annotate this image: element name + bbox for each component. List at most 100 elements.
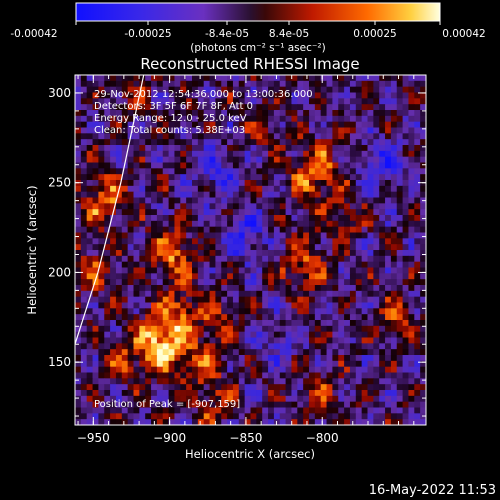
heatmap-cell	[297, 390, 304, 397]
heatmap-cell	[250, 337, 257, 344]
heatmap-cell	[291, 220, 298, 228]
heatmap-cell	[390, 215, 398, 222]
heatmap-cell	[180, 226, 187, 233]
heatmap-cell	[250, 98, 257, 105]
heatmap-cell	[256, 273, 263, 280]
heatmap-cell	[145, 250, 152, 257]
heatmap-cell	[355, 279, 363, 286]
heatmap-cell	[110, 104, 117, 111]
heatmap-cell	[332, 238, 339, 245]
heatmap-cell	[402, 203, 409, 210]
heatmap-cell	[145, 378, 152, 385]
heatmap-cell	[338, 244, 345, 251]
heatmap-cell	[291, 145, 298, 152]
heatmap-cell	[297, 150, 304, 158]
heatmap-cell	[156, 162, 164, 169]
heatmap-cell	[115, 407, 123, 414]
heatmap-cell	[186, 360, 193, 368]
heatmap-cell	[86, 215, 93, 222]
heatmap-cell	[256, 279, 263, 286]
heatmap-cell	[75, 360, 82, 368]
heatmap-cell	[203, 390, 210, 397]
heatmap-cell	[156, 203, 164, 210]
heatmap-cell	[232, 238, 240, 245]
heatmap-cell	[250, 174, 257, 181]
heatmap-cell	[180, 395, 187, 403]
heatmap-cell	[162, 191, 169, 198]
heatmap-cell	[86, 86, 93, 93]
heatmap-cell	[162, 110, 169, 117]
heatmap-cell	[215, 401, 222, 408]
heatmap-cell	[139, 174, 146, 181]
heatmap-cell	[273, 203, 281, 210]
heatmap-cell	[227, 244, 234, 251]
heatmap-cell	[133, 308, 140, 315]
heatmap-cell	[168, 215, 175, 222]
heatmap-cell	[279, 290, 286, 298]
heatmap-cell	[309, 80, 316, 88]
heatmap-cell	[361, 325, 368, 333]
heatmap-cell	[244, 337, 251, 344]
heatmap-cell	[361, 238, 368, 245]
heatmap-cell	[344, 104, 351, 111]
heatmap-cell	[162, 255, 169, 263]
heatmap-cell	[262, 238, 269, 245]
heatmap-cell	[367, 104, 374, 111]
heatmap-cell	[104, 150, 111, 158]
heatmap-cell	[262, 156, 269, 163]
heatmap-cell	[396, 162, 403, 169]
heatmap-cell	[127, 215, 134, 222]
heatmap-cell	[344, 150, 351, 158]
heatmap-cell	[420, 401, 426, 408]
heatmap-cell	[238, 331, 246, 338]
heatmap-cell	[309, 302, 316, 309]
heatmap-cell	[250, 203, 257, 210]
heatmap-cell	[344, 355, 351, 362]
heatmap-cell	[168, 185, 175, 193]
heatmap-cell	[338, 156, 345, 163]
heatmap-cell	[186, 226, 193, 233]
heatmap-cell	[197, 337, 205, 344]
heatmap-cell	[104, 285, 111, 292]
heatmap-cell	[355, 395, 363, 403]
heatmap-cell	[273, 390, 281, 397]
heatmap-cell	[221, 355, 228, 362]
heatmap-cell	[344, 191, 351, 198]
heatmap-cell	[110, 98, 117, 105]
heatmap-cell	[174, 401, 181, 408]
heatmap-cell	[262, 343, 269, 350]
heatmap-cell	[162, 355, 169, 362]
heatmap-cell	[75, 407, 82, 414]
heatmap-cell	[326, 226, 333, 233]
heatmap-cell	[86, 145, 93, 152]
heatmap-cell	[127, 308, 134, 315]
heatmap-cell	[174, 349, 181, 356]
heatmap-cell	[98, 156, 105, 163]
heatmap-cell	[86, 238, 93, 245]
heatmap-cell	[285, 180, 292, 187]
heatmap-cell	[244, 115, 251, 123]
heatmap-cell	[98, 296, 105, 303]
heatmap-cell	[338, 413, 345, 420]
heatmap-cell	[98, 320, 105, 327]
heatmap-cell	[121, 366, 129, 373]
heatmap-cell	[192, 238, 199, 245]
heatmap-cell	[104, 349, 111, 356]
heatmap-cell	[402, 261, 409, 268]
heatmap-cell	[232, 244, 240, 251]
heatmap-cell	[344, 279, 351, 286]
heatmap-cell	[133, 127, 140, 134]
heatmap-cell	[396, 133, 403, 140]
heatmap-cell	[92, 115, 99, 123]
heatmap-cell	[209, 209, 216, 216]
heatmap-cell	[168, 314, 175, 321]
heatmap-cell	[390, 360, 398, 368]
heatmap-cell	[262, 273, 269, 280]
heatmap-cell	[145, 296, 152, 303]
heatmap-cell	[121, 250, 129, 257]
heatmap-cell	[250, 384, 257, 391]
heatmap-cell	[127, 390, 134, 397]
heatmap-cell	[215, 285, 222, 292]
heatmap-cell	[168, 360, 175, 368]
heatmap-cell	[320, 86, 327, 93]
